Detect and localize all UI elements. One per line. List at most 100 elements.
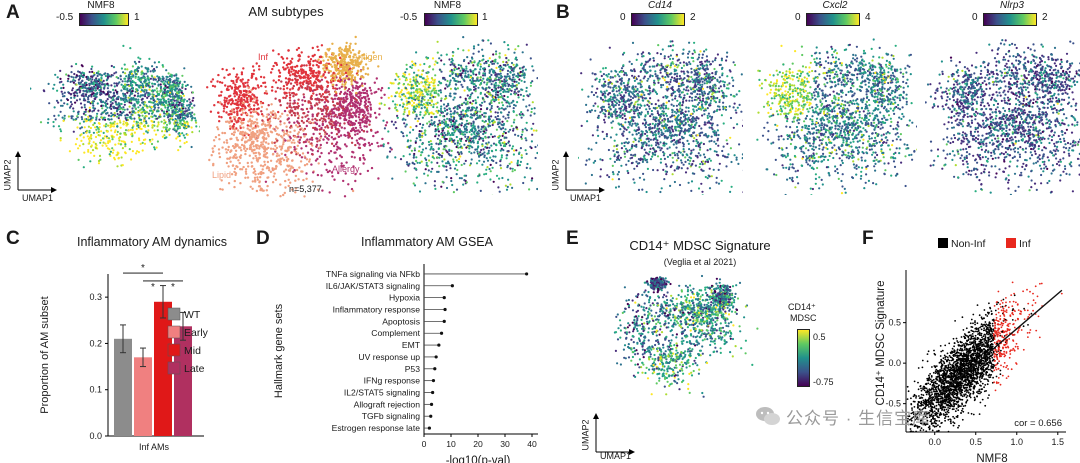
umap2-label-e: UMAP2 <box>580 419 591 451</box>
umap-points <box>378 36 538 195</box>
gene-set-label: Allograft rejection <box>354 399 421 409</box>
gene-set-label: Complement <box>371 328 420 338</box>
colorbar-gradient <box>631 13 685 26</box>
gene-set-label: IL2/STAT5 signaling <box>344 388 420 398</box>
y-tick-label: 0.0 <box>888 358 901 368</box>
umap-cxcl2 <box>756 38 917 195</box>
colorbar-gradient <box>424 13 478 26</box>
cd14-colorbar: Cd14 0 2 <box>620 0 700 27</box>
gene-set-label: Hypoxia <box>389 293 420 303</box>
colorbar-max: 4 <box>865 12 871 23</box>
colorbar-title: Cxcl2 <box>822 0 848 11</box>
legend-swatch-early <box>167 325 181 339</box>
y-tick-label: 0.3 <box>89 292 102 302</box>
legend-swatch-late <box>167 361 181 375</box>
umap-cd14 <box>578 40 743 195</box>
lollipop-head <box>442 319 446 323</box>
bar-early <box>134 357 152 436</box>
colorbar-max: 0.5 <box>813 332 826 342</box>
umap1-label-b: UMAP1 <box>570 193 602 203</box>
chart-title: Inflammatory AM GSEA <box>361 235 494 249</box>
umap-nlrp3 <box>925 39 1080 195</box>
legend-label-wt: WT <box>184 309 201 321</box>
chart-inflammatory-am-gsea: Inflammatory AM GSEA Hallmark gene sets TN… <box>273 235 538 463</box>
gene-set-label: IFNg response <box>364 376 421 386</box>
cell-count-label: n=5,377 <box>289 184 322 194</box>
y-axis-label: Proportion of AM subset <box>39 296 51 413</box>
gene-set-label: TNFa signaling via NFkb <box>326 269 420 279</box>
legend-swatch-non-inf <box>938 238 948 248</box>
x-tick-label: 0 <box>422 439 427 449</box>
umap-axis-arrows-b <box>563 151 605 193</box>
chart-nmf8-vs-mdsc-scatter: Non-Inf Inf -0.5 0.0 0.5 0.0 0.5 1.0 1.5 cor = 0.… <box>875 238 1066 463</box>
gene-set-label: UV response up <box>358 352 420 362</box>
cxcl2-colorbar: Cxcl2 0 4 <box>795 0 875 27</box>
umap-axis-arrows-a <box>15 151 57 193</box>
mdsc-colorbar: CD14⁺ MDSC 0.5 -0.75 <box>780 302 840 392</box>
panel-letter-c: C <box>6 228 20 249</box>
umap1-label-a: UMAP1 <box>22 193 54 203</box>
colorbar-max: 2 <box>1042 12 1048 23</box>
x-tick-label: 1.5 <box>1052 437 1065 447</box>
colorbar-gradient <box>983 13 1037 26</box>
gene-set-label: IL6/JAK/STAT3 signaling <box>326 281 420 291</box>
lollipop-head <box>437 343 441 347</box>
x-tick-label: 0.5 <box>969 437 982 447</box>
chart-title: Inflammatory AM dynamics <box>77 235 227 249</box>
colorbar-gradient <box>79 13 129 26</box>
cluster-label-allergy: Allergy <box>332 164 360 174</box>
umap-points <box>756 38 917 195</box>
gene-set-label: P53 <box>405 364 421 374</box>
gene-set-label: Apoptosis <box>382 316 420 326</box>
umap2-label-a: UMAP2 <box>2 159 13 191</box>
y-tick-label: 0.2 <box>89 338 102 348</box>
lollipop-head <box>429 402 434 406</box>
lollipop-head <box>431 390 435 395</box>
umap-points <box>30 44 200 169</box>
lollipop-head <box>429 414 433 418</box>
colorbar-title: Cd14 <box>648 0 672 11</box>
panel-e-title: CD14⁺ MDSC Signature <box>629 238 771 253</box>
colorbar-title-line1: CD14⁺ <box>788 302 816 312</box>
y-axis-label: Hallmark gene sets <box>273 303 285 398</box>
colorbar-title-line2: MDSC <box>790 313 817 323</box>
bar-late <box>174 326 192 436</box>
lollipop-head <box>434 355 438 359</box>
panel-e-subtitle: (Veglia et al 2021) <box>663 257 737 267</box>
lollipop-head <box>427 426 431 430</box>
lollipop-head <box>443 307 447 312</box>
colorbar-min: 0 <box>620 12 626 23</box>
bar-wt <box>114 338 132 436</box>
y-axis-label: CD14⁺ MDSC Signature <box>875 281 887 406</box>
colorbar-gradient <box>806 13 860 26</box>
panel-letter-a: A <box>6 2 20 23</box>
colorbar-title: Nlrp3 <box>1000 0 1024 11</box>
colorbar-min: -0.5 <box>56 12 74 23</box>
colorbar-max: 1 <box>134 12 140 23</box>
x-axis-label: NMF8 <box>976 453 1007 463</box>
colorbar-min: 0 <box>972 12 978 23</box>
colorbar-min: -0.5 <box>400 12 418 23</box>
significance-star: * <box>141 263 145 274</box>
x-tick-label: 0.0 <box>928 437 941 447</box>
bar-mid <box>154 301 172 436</box>
gene-set-label: TGFb signaling <box>362 411 420 421</box>
umap-cd14-mdsc <box>613 274 759 398</box>
gene-set-label: Inflammatory response <box>333 305 421 315</box>
y-tick-label: 0.1 <box>89 385 102 395</box>
colorbar-min: -0.75 <box>813 377 834 387</box>
umap1-label-e: UMAP1 <box>600 451 632 461</box>
y-tick-label: 0.5 <box>888 318 901 328</box>
legend-swatch-inf <box>1006 238 1016 248</box>
legend-label-inf: Inf <box>1019 238 1031 250</box>
colorbar-min: 0 <box>795 12 801 23</box>
x-tick-label: 1.0 <box>1011 437 1024 447</box>
colorbar-title: NMF8 <box>87 0 115 11</box>
panel-a-title: AM subtypes <box>248 4 324 19</box>
x-tick-label: 20 <box>473 439 483 449</box>
lollipop-head <box>431 379 436 383</box>
panel-letter-f: F <box>862 228 874 249</box>
colorbar-max: 2 <box>690 12 696 23</box>
umap-nmf8-a2 <box>378 36 538 195</box>
legend-label-non-inf: Non-Inf <box>951 238 986 250</box>
